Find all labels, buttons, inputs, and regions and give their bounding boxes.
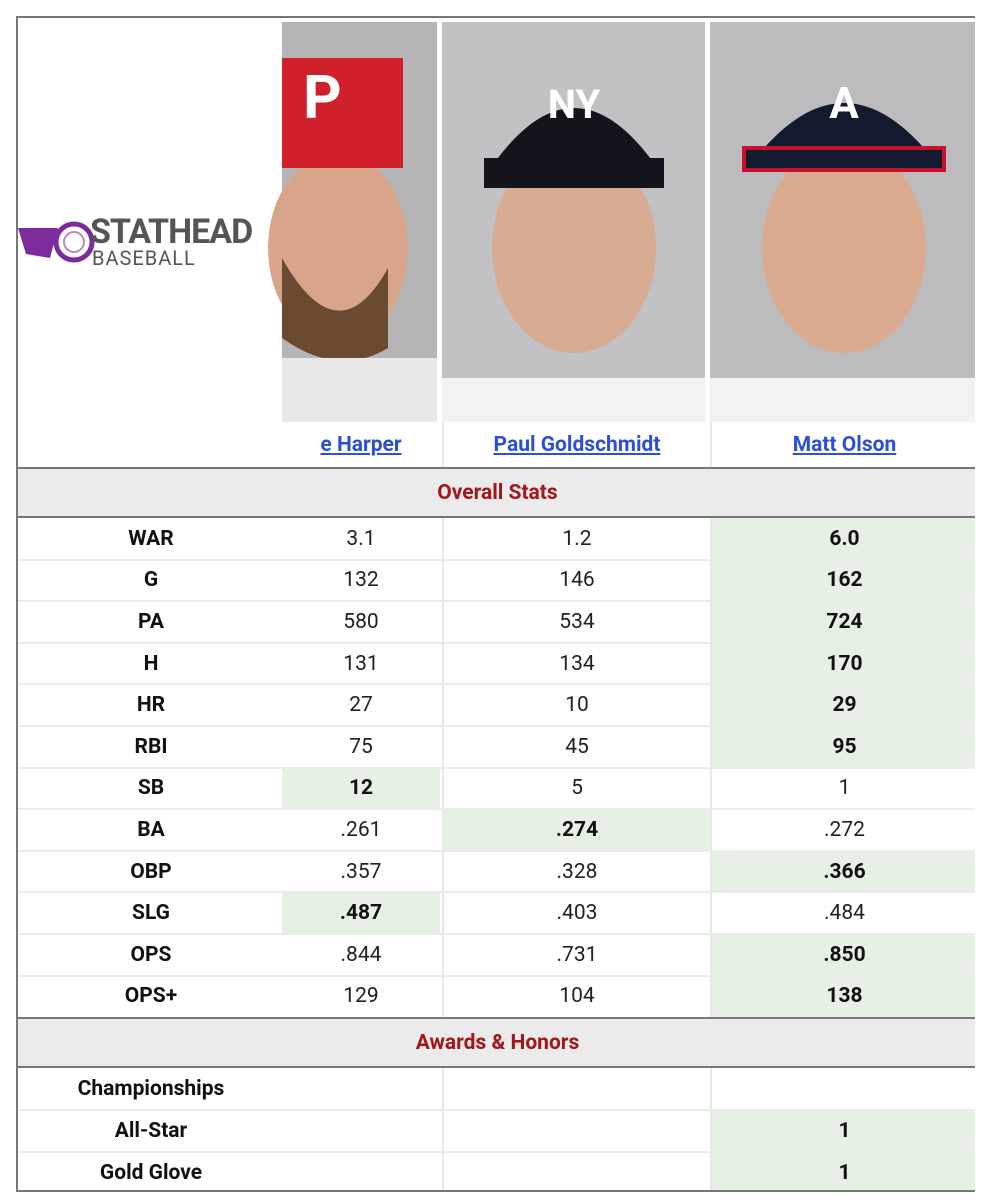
row-label: RBI (134, 734, 168, 759)
stat-cell: 134 (442, 642, 710, 685)
row-label: HR (136, 693, 166, 718)
row-divider (18, 683, 975, 686)
stat-cell: .274 (442, 809, 710, 851)
row-divider (18, 849, 975, 852)
stat-cell: .487 (282, 892, 440, 934)
row-label: H (143, 651, 159, 676)
stat-cell: 132 (343, 568, 379, 593)
row-label: OPS (130, 942, 172, 967)
stat-cell: 6.0 (710, 518, 975, 560)
section-header: Overall Stats (18, 467, 975, 518)
comparison-table: STATHEAD BASEBALL P NY A e Harper P (16, 16, 975, 1192)
row-divider (18, 1151, 975, 1154)
svg-text:NY: NY (548, 81, 601, 128)
stat-cell: .484 (710, 892, 975, 934)
row-divider (18, 974, 975, 977)
row-label: SLG (132, 901, 170, 926)
logo-name: STATHEAD (90, 212, 253, 252)
stat-cell: .850 (710, 934, 975, 976)
stat-cell: 131 (343, 651, 379, 676)
row-label: Championships (77, 1077, 225, 1102)
stat-cell (442, 1152, 710, 1190)
name-cell: Paul Goldschmidt (442, 422, 710, 467)
row-divider (18, 641, 975, 644)
stat-cell (282, 1152, 440, 1190)
stat-cell: 146 (442, 559, 710, 602)
photo: P (268, 22, 437, 422)
row-divider (18, 891, 975, 894)
stat-cell: 10 (442, 684, 710, 726)
stat-cell: .366 (710, 850, 975, 893)
row-label: SB (137, 776, 165, 801)
row-divider (18, 766, 975, 769)
stat-cell: 724 (710, 601, 975, 643)
row-label: All-Star (114, 1119, 188, 1144)
stat-cell: .357 (340, 859, 382, 884)
logo: STATHEAD BASEBALL (18, 18, 284, 467)
row-divider (18, 725, 975, 727)
stat-cell: 95 (710, 726, 975, 768)
stat-cell (442, 1110, 710, 1153)
photo: NY (442, 22, 705, 422)
stat-cell: 1 (710, 1152, 975, 1190)
section-header: Awards & Honors (18, 1017, 975, 1069)
stat-cell: 1.2 (442, 518, 710, 560)
svg-text:A: A (829, 77, 859, 129)
stat-cell: 1 (710, 767, 975, 810)
row-divider (18, 1109, 975, 1112)
player-link[interactable]: Paul Goldschmidt (493, 432, 661, 457)
stat-cell: 12 (282, 767, 440, 810)
name-cell: e Harper (282, 422, 440, 467)
row-label: WAR (128, 526, 174, 551)
stat-cell: 29 (710, 684, 975, 726)
photo: A (710, 22, 975, 422)
stat-cell: 162 (710, 559, 975, 602)
stat-cell: 1 (710, 1110, 975, 1153)
stat-cell: .272 (710, 809, 975, 851)
stat-cell: 580 (343, 609, 379, 634)
stat-cell: 75 (349, 734, 373, 759)
svg-text:P: P (303, 62, 342, 133)
row-label: BA (137, 817, 165, 842)
player-link[interactable]: Matt Olson (792, 432, 897, 457)
stat-cell: .731 (442, 934, 710, 976)
row-divider (18, 933, 975, 935)
stat-cell (282, 1068, 440, 1110)
row-label: OPS+ (124, 984, 178, 1009)
stat-cell: 129 (343, 984, 379, 1009)
logo-sub: BASEBALL (92, 246, 196, 270)
stat-cell: .403 (442, 892, 710, 934)
row-label: PA (138, 609, 164, 634)
stat-cell: .844 (340, 942, 382, 967)
stat-cell: 170 (710, 642, 975, 685)
stat-cell: .261 (340, 817, 382, 842)
player-link[interactable]: e Harper (320, 432, 402, 457)
stat-cell (710, 1068, 975, 1111)
stat-cell: 45 (442, 726, 710, 768)
stat-cell: 5 (442, 767, 710, 810)
row-divider (18, 600, 975, 603)
stat-cell (282, 1110, 440, 1152)
row-label: G (143, 568, 159, 593)
row-label: Gold Glove (99, 1161, 203, 1186)
player-photos: P NY A (268, 22, 975, 422)
stat-cell: 534 (442, 601, 710, 643)
stat-cell: .328 (442, 850, 710, 893)
row-divider (18, 558, 975, 561)
row-label: OBP (130, 859, 172, 884)
stat-cell: 138 (710, 975, 975, 1018)
stat-cell: 27 (349, 693, 373, 718)
stat-cell: 3.1 (346, 526, 376, 551)
name-cell: Matt Olson (710, 422, 975, 467)
logo-icon (18, 221, 95, 263)
stat-cell (442, 1068, 710, 1111)
stat-cell: 104 (442, 975, 710, 1018)
